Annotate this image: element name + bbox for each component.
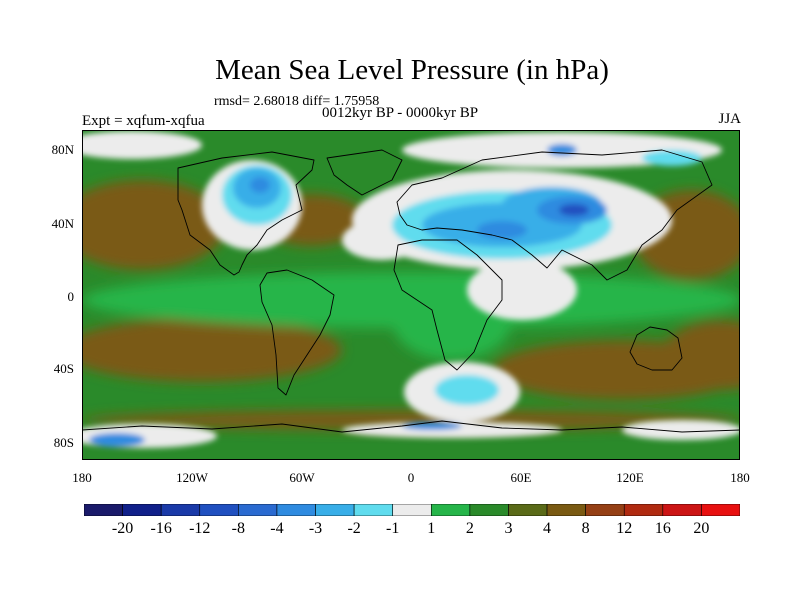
coast-antarctica — [82, 420, 740, 433]
field-layers — [82, 130, 740, 460]
coast-africa — [393, 239, 503, 371]
coast-eurasia — [396, 149, 713, 281]
lat-tick-40s: 40S — [53, 361, 74, 376]
lat-tick-80s: 80S — [53, 435, 74, 450]
colorbar-label: 16 — [654, 520, 671, 537]
season-label: JJA — [718, 111, 741, 127]
lon-tick-180-west: 180 — [72, 470, 92, 485]
colorbar-label: -20 — [111, 520, 134, 537]
colorbar-box — [508, 504, 548, 516]
colorbar-box — [84, 504, 123, 516]
colorbar-label: -3 — [308, 520, 323, 537]
colorbar-box — [662, 504, 702, 516]
period-label: 0012kyr BP - 0000kyr BP — [322, 105, 479, 121]
colorbar-box — [315, 504, 355, 516]
colorbar-box — [585, 504, 625, 516]
colorbar-label: -4 — [270, 520, 284, 537]
colorbar-label: 8 — [581, 520, 590, 537]
colorbar-box — [353, 504, 394, 516]
field-blue-antarctic-west — [89, 433, 145, 447]
field-cyan-siberia — [642, 150, 702, 166]
colorbar-box — [392, 504, 432, 516]
colorbar-box — [199, 504, 239, 516]
coast-south-america — [259, 269, 335, 396]
coast-north-america — [177, 151, 315, 276]
colorbar-box — [160, 504, 201, 516]
colorbar-label: 20 — [693, 520, 710, 537]
field-deepblue-asia — [559, 204, 589, 216]
map-frame — [82, 130, 740, 460]
lon-tick-60e: 60E — [510, 470, 532, 485]
stats-line: rmsd= 2.68018 diff= 1.75958 — [214, 94, 380, 109]
colorbar-label: 4 — [543, 520, 552, 537]
lat-tick-0: 0 — [67, 289, 75, 304]
lon-tick-180-east: 180 — [730, 470, 750, 485]
colorbar — [84, 504, 740, 516]
colorbar-label: 2 — [465, 520, 474, 537]
field-brown-north-pacific — [82, 180, 227, 270]
lon-tick-60w: 60W — [289, 470, 315, 485]
colorbar-label: -1 — [386, 520, 400, 537]
colorbar-label: -16 — [150, 520, 172, 537]
colorbar-box — [623, 504, 664, 516]
field-nearzero-antarctic-east — [622, 420, 740, 440]
colorbar-label: 1 — [427, 520, 436, 537]
colorbar-box — [276, 504, 316, 516]
colorbar-label: -2 — [347, 520, 361, 537]
field-blue-antarctic-mid — [402, 422, 462, 430]
field-nearzero-arctic-west — [82, 131, 202, 159]
field-blue-arctic-east — [547, 144, 577, 156]
field-nearzero-arabia-africa — [467, 260, 577, 320]
lon-tick-120e: 120E — [616, 470, 644, 485]
colorbar-box — [701, 504, 740, 516]
colorbar-box — [122, 504, 162, 516]
colorbar-box — [546, 504, 586, 516]
colorbar-box — [238, 504, 278, 516]
colorbar-box — [469, 504, 509, 516]
pressure-map — [82, 130, 740, 460]
colorbar-label: 3 — [504, 520, 513, 537]
field-blue-north-america — [250, 177, 270, 193]
field-blue-middle-east — [477, 221, 527, 239]
coastlines — [82, 149, 740, 433]
lat-tick-80n: 80N — [51, 142, 74, 157]
colorbar-label: -12 — [189, 520, 211, 537]
coast-greenland — [326, 149, 403, 196]
coast-australia — [629, 326, 683, 371]
map-title: Mean Sea Level Pressure (in hPa) — [215, 54, 609, 86]
colorbar-box — [430, 504, 471, 516]
field-brown-southern-band — [82, 410, 740, 430]
field-nearzero-antarctic-mid — [342, 422, 562, 438]
colorbar-label: 12 — [616, 520, 633, 537]
lon-tick-120w: 120W — [176, 470, 208, 485]
field-cyan-south-atlantic — [435, 375, 499, 405]
field-brown-south-pacific-east — [662, 320, 740, 390]
lat-tick-40n: 40N — [51, 216, 74, 231]
colorbar-label: -8 — [231, 520, 245, 537]
lon-tick-0: 0 — [407, 470, 415, 485]
experiment-label: Expt = xqfum-xqfua — [82, 113, 205, 129]
